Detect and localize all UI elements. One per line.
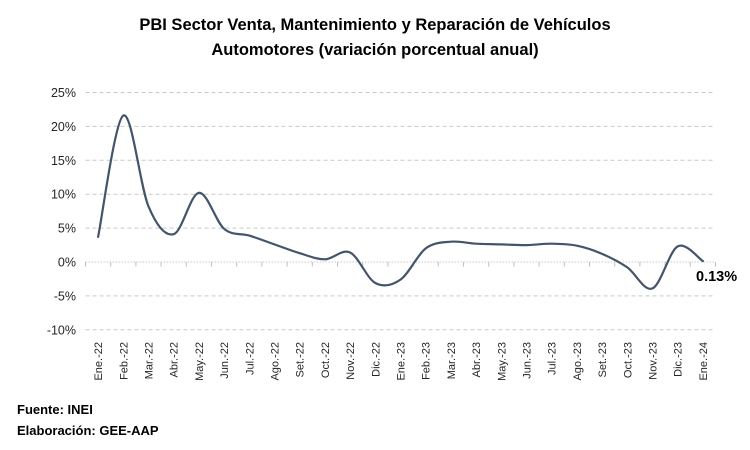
elaboration-note: Elaboración: GEE-AAP [17, 423, 159, 438]
y-tick-label: 20% [51, 120, 76, 134]
x-tick-label: Mar.-22 [144, 342, 156, 379]
series-line [97, 114, 704, 290]
x-tick-label: Nov.-22 [345, 342, 357, 380]
x-tick-label: Ene.-23 [396, 342, 408, 381]
x-tick-label: Set.-23 [597, 342, 609, 377]
x-tick-label: Ago.-22 [270, 342, 282, 381]
y-tick-label: 15% [51, 154, 76, 168]
x-tick-label: Dic.-22 [370, 342, 382, 377]
x-tick-label: May.-23 [496, 342, 508, 381]
x-tick-label: Jun.-23 [522, 342, 534, 379]
x-tick-label: Oct.-22 [320, 342, 332, 378]
x-tick-label: May.-22 [194, 342, 206, 381]
x-tick-label: Dic.-23 [673, 342, 685, 377]
chart-title-line2: Automotores (variación porcentual anual) [211, 41, 539, 59]
x-axis-labels: Ene.-22 Feb.-22 Mar.-22 Abr.-22 May.-22 Jun.-… [93, 342, 710, 381]
series-group [97, 114, 704, 290]
x-tick-label: Ago.-23 [572, 342, 584, 381]
x-tick-label: Jul.-22 [244, 342, 256, 375]
x-tick-label: Jun.-22 [219, 342, 231, 379]
end-value-label: 0.13% [696, 269, 737, 285]
x-tick-label: Feb.-23 [421, 342, 433, 380]
y-tick-label: 5% [58, 222, 76, 236]
x-tick-label: Jul.-23 [547, 342, 559, 375]
x-tick-label: Set.-22 [295, 342, 307, 377]
chart-title: PBI Sector Venta, Mantenimiento y Repara… [0, 13, 750, 63]
x-tick-label: Nov.-23 [648, 342, 660, 380]
y-axis-labels: 25% 20% 15% 10% 5% 0% -5% -10% [47, 86, 76, 337]
chart-title-line1: PBI Sector Venta, Mantenimiento y Repara… [139, 16, 611, 34]
x-tick-label: Feb.-22 [118, 342, 130, 380]
x-tick-label: Abr.-22 [169, 342, 181, 377]
x-tick-label: Abr.-23 [471, 342, 483, 377]
y-tick-label: 25% [51, 86, 76, 100]
y-tick-label: 10% [51, 188, 76, 202]
x-tick-label: Mar.-23 [446, 342, 458, 379]
source-note: Fuente: INEI [17, 402, 93, 417]
y-tick-label: 0% [58, 256, 76, 270]
gridlines [85, 92, 716, 331]
y-tick-label: -5% [54, 289, 76, 303]
x-tick-label: Ene.-22 [93, 342, 105, 381]
y-tick-label: -10% [47, 323, 76, 337]
x-tick-label: Ene.-24 [698, 342, 710, 381]
chart-footer: Fuente: INEI Elaboración: GEE-AAP [17, 399, 159, 441]
x-tick-label: Oct.-23 [622, 342, 634, 378]
